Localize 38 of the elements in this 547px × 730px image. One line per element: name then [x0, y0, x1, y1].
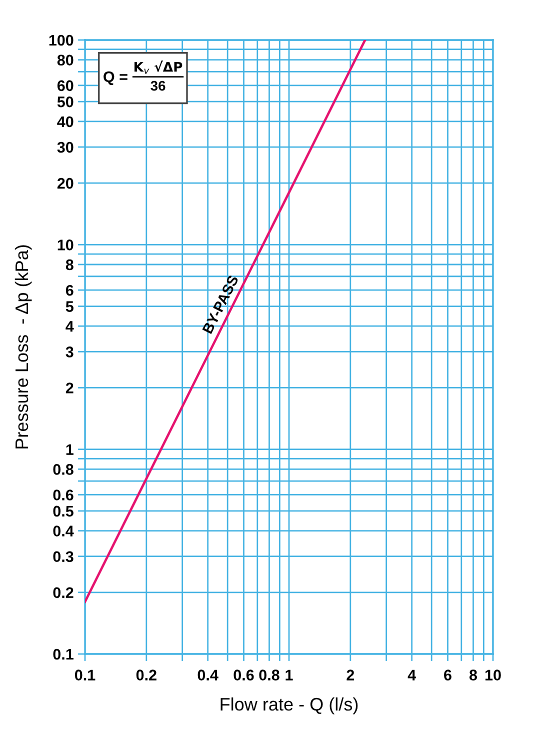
x-tick-label: 1: [286, 670, 293, 680]
y-tick-label: 0.4: [53, 526, 74, 536]
y-tick-label: 4: [66, 321, 74, 332]
x-tick-label: 2: [346, 670, 354, 680]
y-tick-label: 0.8: [53, 464, 74, 475]
x-tick-label: 0.6: [234, 670, 254, 680]
y-tick-label: 50: [57, 96, 74, 108]
y-tick-label: 8: [66, 259, 74, 270]
y-tick-label: 100: [49, 34, 74, 46]
y-tick-label: 5: [66, 301, 74, 312]
x-tick-label: 0.4: [198, 670, 218, 680]
y-tick-label: 6: [66, 284, 74, 296]
y-tick-label: 20: [57, 178, 74, 189]
annotation: K$_{v}$ √ΔP: [134, 60, 182, 74]
x-tick-label: 8: [469, 670, 478, 680]
y-tick-label: 0.1: [53, 648, 74, 660]
x-tick-label: 0.2: [136, 670, 156, 680]
y-tick-label: 2: [66, 382, 74, 394]
y-axis-title: Pressure Loss - Δp (kPa): [14, 245, 32, 448]
y-tick-label: 1: [66, 444, 74, 455]
y-tick-label: 0.6: [53, 490, 74, 500]
y-tick-label: 60: [57, 80, 74, 92]
x-tick-label: 10: [485, 670, 501, 680]
y-tick-label: 30: [57, 142, 74, 153]
x-tick-label: 0.1: [74, 670, 96, 680]
x-tick-label: 6: [444, 670, 452, 680]
y-tick-label: 3: [66, 346, 74, 358]
y-tick-label: 80: [57, 54, 74, 66]
y-tick-label: 10: [58, 240, 74, 250]
y-tick-label: 0.2: [53, 587, 74, 598]
y-tick-label: 0.5: [53, 506, 74, 517]
annotation: 36: [150, 80, 166, 91]
x-tick-label: 4: [408, 670, 416, 680]
annotation: Q =: [104, 71, 128, 86]
y-tick-label: 0.3: [53, 551, 74, 562]
x-axis-title: Flow rate - Q (l/s): [220, 697, 358, 714]
x-tick-label: 0.8: [259, 670, 280, 680]
y-tick-label: 40: [57, 116, 74, 128]
